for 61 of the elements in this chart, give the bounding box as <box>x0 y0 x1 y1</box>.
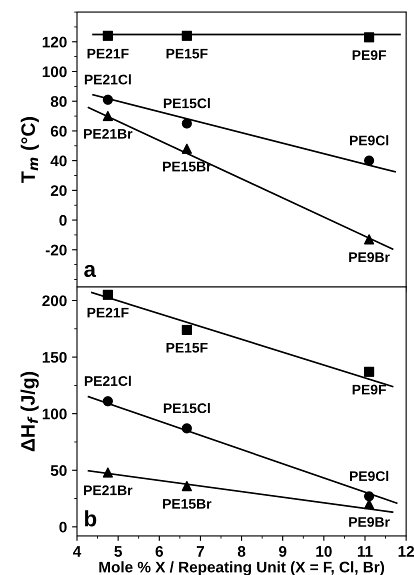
annotation: PE15Cl <box>164 98 210 108</box>
point <box>182 30 192 41</box>
y-tick-label: 0 <box>59 522 67 533</box>
point <box>364 156 374 166</box>
y-tick-label: 80 <box>50 96 67 107</box>
point <box>182 144 192 154</box>
annotation: PE15Br <box>163 162 212 172</box>
point <box>102 94 113 105</box>
x-tick-label: 8 <box>238 546 246 557</box>
x-tick-label: 6 <box>156 546 163 557</box>
x-tick-label: 12 <box>398 546 414 557</box>
x-tick-label: 7 <box>196 546 204 557</box>
annotation: b <box>85 510 96 527</box>
annotation: PE9Cl <box>350 470 388 482</box>
annotation: PE9F <box>352 50 386 60</box>
point <box>364 366 374 377</box>
annotation: PE21F <box>88 308 129 318</box>
point <box>102 396 113 406</box>
point <box>182 423 192 434</box>
annotation: PE15F <box>166 48 208 59</box>
x-tick-label: 11 <box>358 546 373 557</box>
y-tick-label: 100 <box>42 408 67 420</box>
point <box>364 491 374 502</box>
point <box>364 234 374 244</box>
annotation: PE9Br <box>349 517 390 527</box>
x-tick-label: 9 <box>278 546 286 557</box>
annotation: PE15F <box>166 342 208 353</box>
x-tick-label: 4 <box>72 546 82 557</box>
point <box>182 481 192 492</box>
annotation: PE9Cl <box>350 135 388 146</box>
y-tick-label: 150 <box>42 352 67 363</box>
x-tick-label: 10 <box>316 546 332 557</box>
y-tick-label: 200 <box>42 295 67 306</box>
y-tick-label: 0 <box>59 214 67 226</box>
y-tick-label: 100 <box>42 66 67 78</box>
annotation: PE9F <box>352 384 386 395</box>
annotation: PE15Cl <box>164 402 210 414</box>
y-axis-title: ΔH$_{f}$ (J/g) <box>20 372 39 452</box>
point <box>102 290 113 300</box>
y-tick-label: 120 <box>42 36 67 48</box>
annotation: PE21Cl <box>84 376 131 386</box>
annotation: a <box>84 264 96 278</box>
point <box>182 118 192 129</box>
y-tick-label: -20 <box>46 244 67 256</box>
annotation: PE15Br <box>163 499 212 509</box>
y-tick-label: 40 <box>50 156 67 166</box>
point <box>102 467 113 478</box>
point <box>182 324 192 336</box>
y-tick-label: 50 <box>50 465 67 476</box>
annotation: PE9Br <box>349 252 390 262</box>
point <box>102 30 113 41</box>
point <box>102 110 113 122</box>
annotation: PE21Cl <box>84 74 131 84</box>
y-tick-label: 60 <box>50 126 67 137</box>
y-axis-title: T$_{m}$ (°C) <box>20 117 39 183</box>
y-tick-label: 20 <box>50 185 67 196</box>
annotation: PE21Br <box>84 485 132 496</box>
annotation: PE21F <box>88 48 129 58</box>
x-tick-label: 5 <box>114 546 122 557</box>
annotation: PE21Br <box>84 128 132 139</box>
point <box>364 32 374 42</box>
